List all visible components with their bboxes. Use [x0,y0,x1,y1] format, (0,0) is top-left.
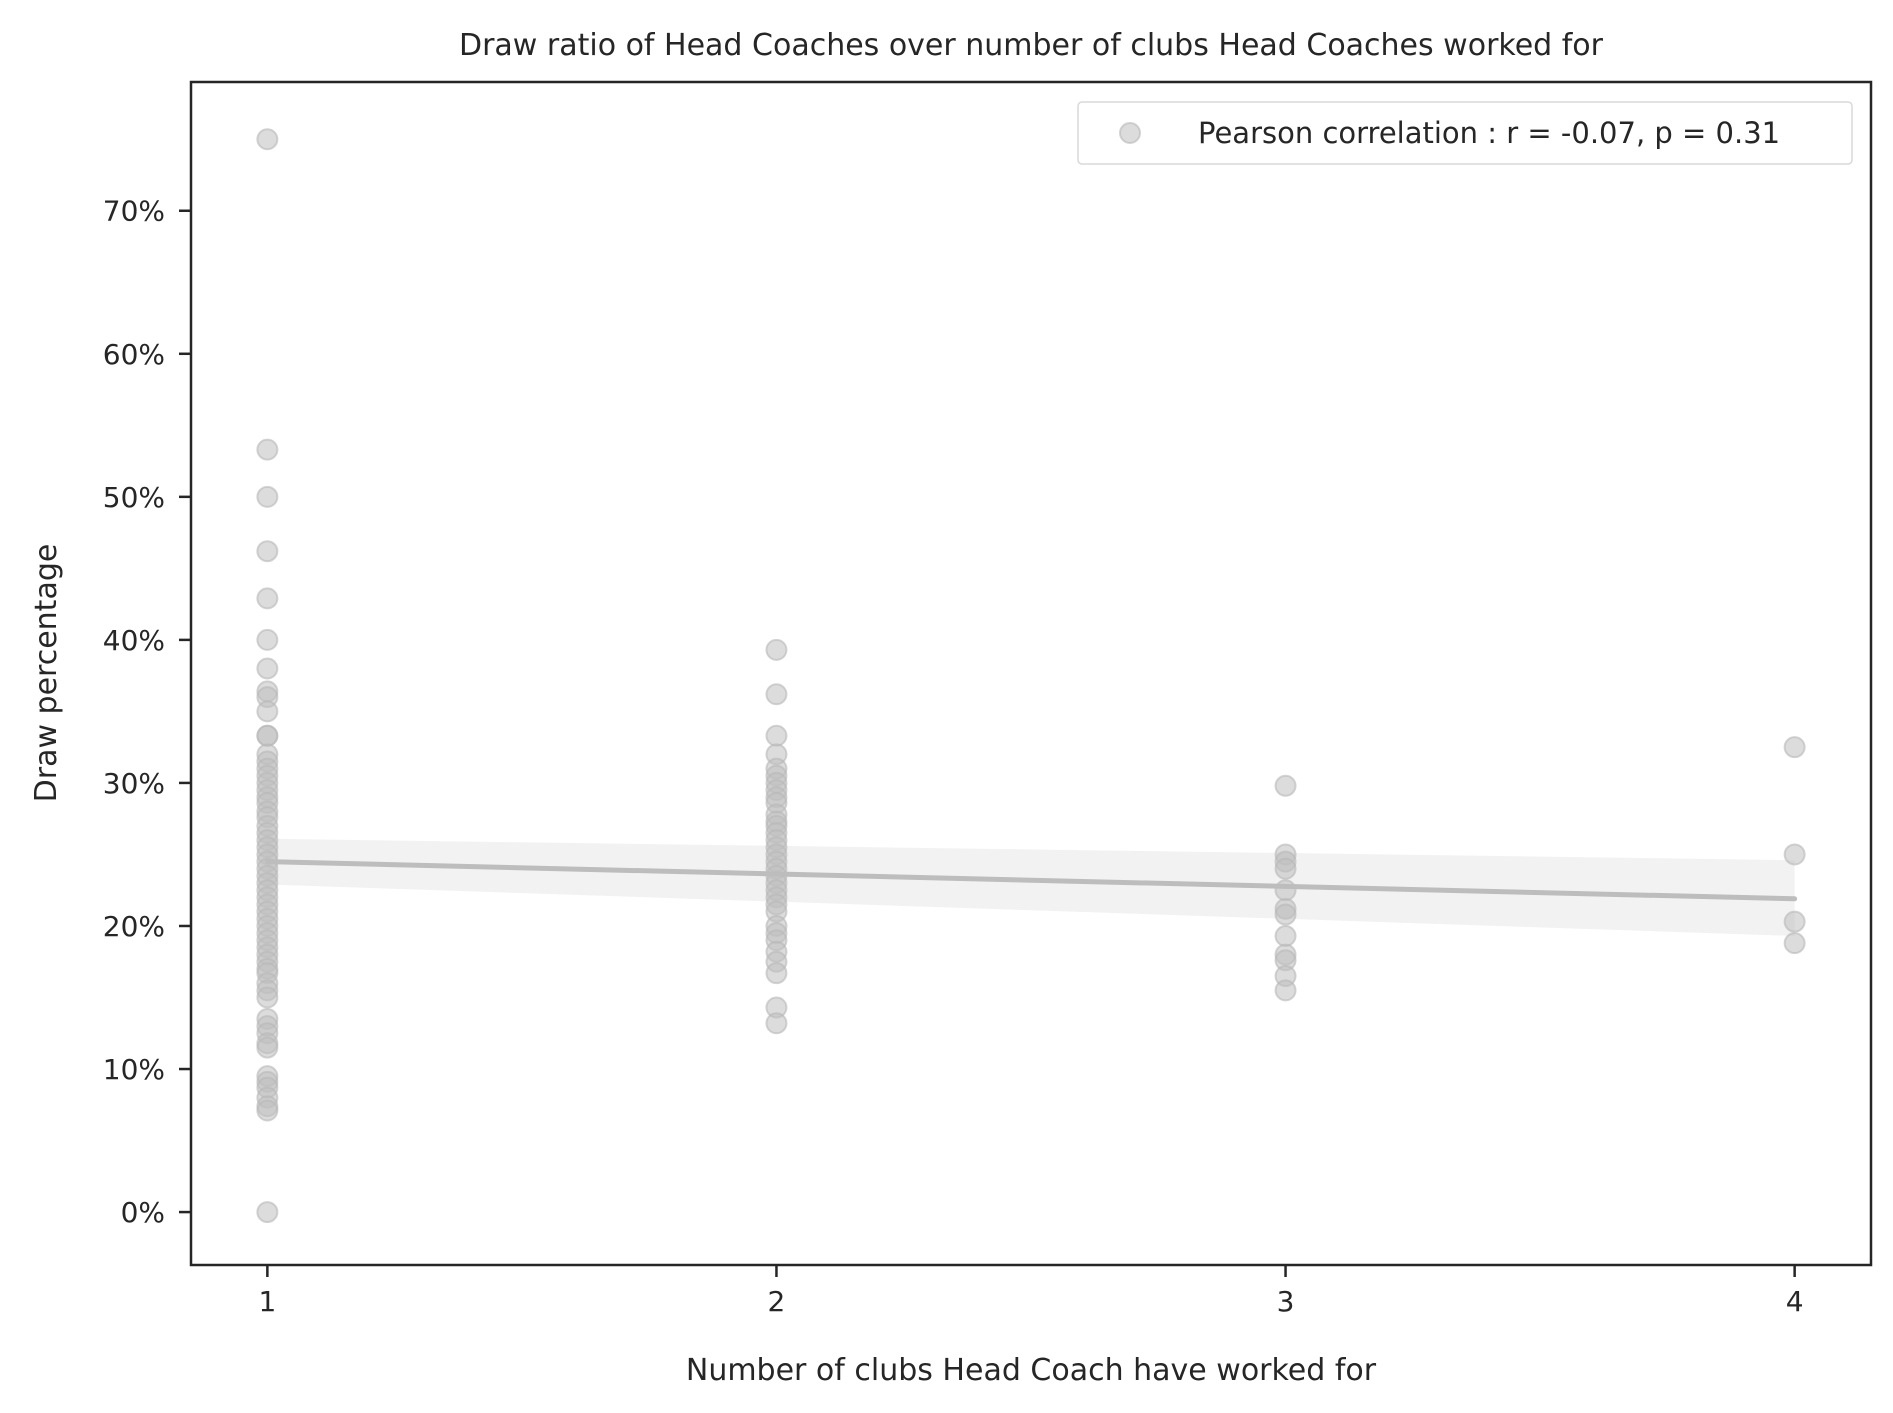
scatter-point [256,587,279,610]
chart-title: Draw ratio of Head Coaches over number o… [459,28,1604,63]
plot-frame [189,80,1873,1267]
x-tick-label: 3 [1277,1285,1295,1318]
scatter-points-layer [256,128,1806,1224]
x-tick-label: 2 [768,1285,786,1318]
confidence-band-layer [267,838,1795,936]
scatter-point [1783,843,1806,866]
legend-box [1077,101,1853,165]
regression-line [264,859,1798,902]
x-axis-label: Number of clubs Head Coach have worked f… [686,1353,1377,1388]
scatter-point [256,628,279,651]
y-tick-label: 20% [103,910,165,943]
y-tick-label: 60% [103,338,165,371]
y-axis-label: Draw percentage [29,544,64,803]
scatter-point [256,724,279,747]
x-tick-label: 1 [258,1285,276,1318]
scatter-point [765,962,788,985]
confidence-band [267,838,1795,936]
scatter-point [1274,903,1297,926]
y-tick-label: 30% [103,767,165,800]
scatter-point [1274,979,1297,1002]
legend-marker [1119,122,1141,144]
scatter-point [256,485,279,508]
y-tick-label: 40% [103,624,165,657]
legend-label: Pearson correlation : r = -0.07, p = 0.3… [1198,116,1780,150]
x-tick-label: 4 [1786,1285,1804,1318]
scatter-point [765,683,788,706]
scatter-point [256,128,279,151]
regression-line-layer [264,859,1798,902]
scatter-point [1274,879,1297,902]
scatter-point [1783,910,1806,933]
legend: Pearson correlation : r = -0.07, p = 0.3… [1077,101,1853,165]
x-axis: 1 2 3 4 [258,1265,1804,1318]
scatter-point [1274,924,1297,947]
scatter-point [765,1012,788,1035]
scatter-point [256,1201,279,1224]
y-tick-label: 50% [103,481,165,514]
scatter-point [256,438,279,461]
scatter-point [256,540,279,563]
scatter-point [1783,932,1806,955]
scatter-point [1274,774,1297,797]
scatter-point [765,638,788,661]
y-tick-label: 10% [103,1053,165,1086]
scatter-point [1783,736,1806,759]
scatter-point [256,986,279,1009]
y-tick-label: 0% [121,1196,165,1229]
scatter-point [1274,857,1297,880]
y-axis: 0% 10% 20% 30% 40% 50% 60% 70% [103,195,191,1229]
scatter-point [256,700,279,723]
scatter-point [256,657,279,680]
scatter-point [256,1036,279,1059]
scatter-point [256,1099,279,1122]
scatter-point [765,724,788,747]
y-tick-label: 70% [103,195,165,228]
